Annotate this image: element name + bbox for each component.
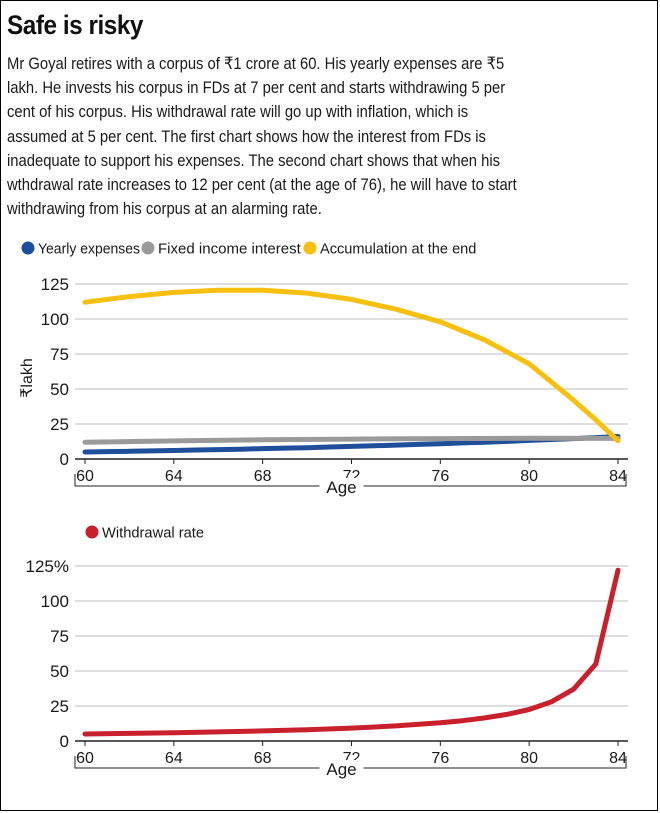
legend-label: Yearly expenses [38, 241, 140, 258]
x-tick-label: 60 [76, 750, 94, 767]
y-tick-label: 25 [50, 415, 69, 434]
y-tick-label: 75 [50, 345, 69, 364]
description-line: withdrawing from his corpus at an alarmi… [7, 199, 322, 219]
x-label-background [319, 760, 364, 776]
x-tick-label: 76 [431, 750, 449, 767]
x-tick-label: 84 [609, 468, 627, 485]
y-tick-label: 50 [50, 380, 69, 399]
x-axis-label: Age [326, 478, 356, 497]
y-tick-label: 125 [41, 275, 69, 294]
y-tick-label: 25 [50, 697, 69, 716]
x-tick-label: 64 [165, 750, 183, 767]
x-tick-label: 60 [76, 468, 94, 485]
legend-marker [85, 525, 99, 539]
y-tick-label: 0 [60, 450, 69, 469]
series-line-withdrawal-rate [82, 567, 621, 737]
x-tick-label: 84 [609, 750, 627, 767]
y-tick-label: 100 [41, 310, 69, 329]
series-line-fixed-income-interest [82, 435, 621, 445]
x-tick-label: 80 [520, 750, 538, 767]
y-tick-label: 75 [50, 627, 69, 646]
series-line-accumulation-at-the-end [82, 287, 621, 444]
legend-label: Accumulation at the end [320, 241, 476, 258]
x-tick-label: 76 [431, 468, 449, 485]
legend-marker [21, 241, 35, 255]
description: Mr Goyal retires with a corpus of ₹1 cro… [7, 52, 616, 221]
legend-marker [141, 241, 155, 255]
legend-label: Withdrawal rate [102, 525, 204, 542]
x-label-background [319, 478, 364, 494]
x-tick-label: 64 [165, 468, 183, 485]
legend-marker [303, 241, 317, 255]
x-tick-label: 68 [254, 468, 272, 485]
x-tick-label: 68 [254, 750, 272, 767]
description-line: lakh. He invests his corpus in FDs at 7 … [7, 78, 506, 98]
y-tick-label: 0 [60, 732, 69, 751]
y-tick-label: 50 [50, 662, 69, 681]
description-line: inadequate to support his expenses. The … [7, 150, 501, 170]
page-title: Safe is risky [7, 10, 144, 40]
legend-label: Fixed income interest [158, 241, 302, 258]
description-line: Mr Goyal retires with a corpus of ₹1 cro… [7, 54, 505, 73]
y-tick-label: 125% [26, 557, 69, 576]
x-axis-label: Age [326, 760, 356, 779]
y-axis-label: ₹lakh [19, 358, 36, 398]
description-line: assumed at 5 per cent. The first chart s… [7, 126, 486, 146]
x-tick-label: 80 [520, 468, 538, 485]
y-tick-label: 100 [41, 592, 69, 611]
description-line: cent of his corpus. His withdrawal rate … [7, 102, 469, 122]
description-line: wthdrawal rate increases to 12 per cent … [7, 175, 517, 195]
